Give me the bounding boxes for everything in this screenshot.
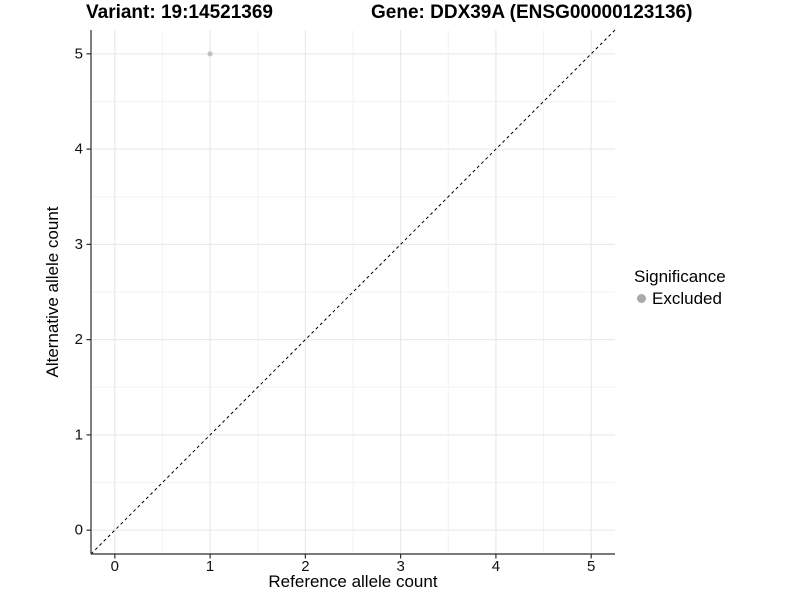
y-tick-label: 1 bbox=[75, 426, 83, 443]
x-tick-label: 0 bbox=[111, 558, 119, 575]
x-tick-label: 5 bbox=[587, 558, 595, 575]
x-tick-label: 1 bbox=[206, 558, 214, 575]
x-tick-label: 3 bbox=[396, 558, 404, 575]
x-tick-label: 2 bbox=[301, 558, 309, 575]
y-tick-label: 4 bbox=[75, 141, 83, 158]
x-tick-label: 4 bbox=[492, 558, 500, 575]
legend-item-excluded: Excluded bbox=[634, 288, 726, 309]
y-tick-label: 5 bbox=[75, 45, 83, 62]
y-tick-label: 2 bbox=[75, 331, 83, 348]
y-axis-title: Alternative allele count bbox=[43, 206, 62, 378]
y-tick-label: 3 bbox=[75, 236, 83, 253]
legend: Significance Excluded bbox=[634, 266, 726, 309]
plot-title-variant: Variant: 19:14521369 bbox=[86, 2, 273, 23]
y-tick-label: 0 bbox=[75, 522, 83, 539]
data-point-excluded bbox=[207, 51, 213, 57]
legend-point-icon bbox=[637, 294, 646, 303]
x-axis-title: Reference allele count bbox=[268, 572, 438, 591]
legend-item-label: Excluded bbox=[652, 289, 722, 308]
plot-title-gene: Gene: DDX39A (ENSG00000123136) bbox=[371, 2, 693, 23]
legend-title: Significance bbox=[634, 267, 726, 286]
